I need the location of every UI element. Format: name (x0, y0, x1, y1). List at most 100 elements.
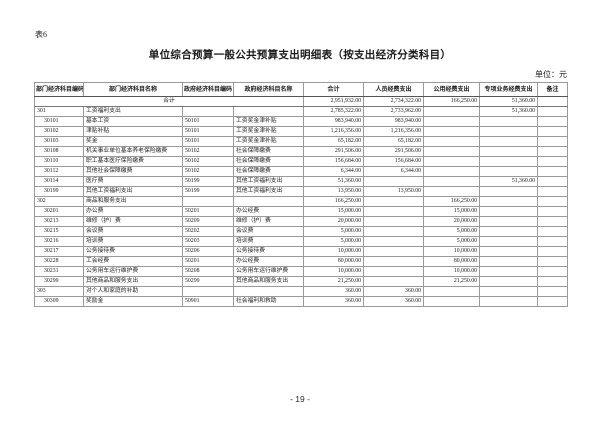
cell-public (423, 186, 480, 197)
cell-dept-name: 职工基本医疗保险缴费 (83, 156, 183, 167)
cell-special (479, 116, 538, 127)
cell-personnel (363, 226, 424, 237)
cell-dept-code: 30299 (34, 276, 84, 287)
cell-public: 21,250.00 (423, 276, 480, 287)
cell-public: 5,000.00 (423, 226, 480, 237)
cell-personnel (363, 256, 424, 267)
cell-gov-code: 50201 (182, 256, 234, 267)
cell-special (479, 286, 538, 297)
cell-gov-name (233, 106, 304, 117)
cell-total: 2,785,322.00 (303, 106, 364, 117)
cell-gov-code: 50206 (182, 246, 234, 257)
cell-dept-name: 商品和服务支出 (83, 196, 183, 207)
cell-personnel (363, 176, 424, 187)
cell-personnel: 2,734,322.00 (363, 96, 424, 107)
table-header: 部门经济科目编码 部门经济科目名称 政府经济科目编码 政府经济科目名称 合计 人员经费支出… (34, 82, 568, 97)
cell-personnel (363, 246, 424, 257)
cell-total: 360.00 (303, 286, 364, 297)
cell-dept-name: 工会经费 (83, 256, 183, 267)
cell-note (537, 116, 568, 127)
cell-total: 5,000.00 (303, 226, 364, 237)
column-header: 部门经济科目名称 (83, 82, 183, 97)
cell-gov-name (233, 196, 304, 207)
cell-gov-code: 50208 (182, 266, 234, 277)
table-row: 30299 其他商品和服务支出 50299 其他商品和服务支出 21,250.00 21,… (34, 276, 568, 287)
cell-dept-code: 30228 (34, 256, 84, 267)
cell-note (537, 196, 568, 207)
cell-note (537, 256, 568, 267)
unit-label: 单位：元 (535, 70, 567, 79)
page-number: - 19 - (290, 394, 310, 404)
cell-note (537, 216, 568, 227)
cell-total: 156,684.00 (303, 156, 364, 167)
cell-total-label: 合计 (34, 96, 304, 107)
cell-dept-code: 30110 (34, 156, 84, 167)
cell-gov-name: 社会福利和救助 (233, 296, 304, 307)
cell-special (479, 236, 538, 247)
table-row: 302 商品和服务支出 166,250.00 166,250.00 (34, 196, 568, 207)
cell-public (423, 146, 480, 157)
cell-public: 5,000.00 (423, 236, 480, 247)
cell-total: 21,250.00 (303, 276, 364, 287)
cell-dept-code: 30114 (34, 176, 84, 187)
cell-special (479, 226, 538, 237)
cell-public: 10,000.00 (423, 246, 480, 257)
cell-total: 20,000.00 (303, 216, 364, 227)
page-title: 单位综合预算一般公共预算支出明细表（按支出经济分类科目） (148, 50, 452, 61)
cell-gov-name: 社会保障缴费 (233, 156, 304, 167)
cell-dept-name: 其他商品和服务支出 (83, 276, 183, 287)
cell-gov-name: 其他工资福利支出 (233, 186, 304, 197)
cell-note (537, 126, 568, 137)
cell-personnel: 360.00 (363, 286, 424, 297)
cell-special (479, 166, 538, 177)
cell-note (537, 176, 568, 187)
table-row: 30101 基本工资 50101 工资奖金津补贴 983,940.00 983,940.0… (34, 116, 568, 127)
cell-note (537, 296, 568, 307)
cell-gov-name: 社会保障缴费 (233, 166, 304, 177)
table-row: 30110 职工基本医疗保险缴费 50102 社会保障缴费 156,684.00 156,… (34, 156, 568, 167)
cell-total: 10,000.00 (303, 266, 364, 277)
cell-dept-name: 维修（护）费 (83, 216, 183, 227)
table-row-total: 合计 2,951,932.00 2,734,322.00 166,250.00 51,3… (34, 96, 568, 107)
cell-dept-code: 30103 (34, 136, 84, 147)
cell-total: 166,250.00 (303, 196, 364, 207)
cell-gov-name: 公务接待费 (233, 246, 304, 257)
cell-note (537, 246, 568, 257)
cell-gov-code: 50199 (182, 186, 234, 197)
cell-total: 5,000.00 (303, 236, 364, 247)
cell-dept-name: 机关事业单位基本养老保险缴费 (83, 146, 183, 157)
cell-gov-code: 50202 (182, 226, 234, 237)
cell-special (479, 276, 538, 287)
cell-gov-code: 50101 (182, 126, 234, 137)
table-row: 30213 维修（护）费 50209 维修（护）费 20,000.00 20,000.00 (34, 216, 568, 227)
cell-dept-name: 培训费 (83, 236, 183, 247)
cell-gov-name: 其他商品和服务支出 (233, 276, 304, 287)
cell-dept-name: 会议费 (83, 226, 183, 237)
cell-special (479, 216, 538, 227)
cell-public: 80,000.00 (423, 256, 480, 267)
table-row: 30114 医疗费 50199 其他工资福利支出 51,360.00 51,360.00 (34, 176, 568, 187)
table-row: 303 对个人和家庭的补助 360.00 360.00 (34, 286, 568, 297)
cell-dept-code: 30309 (34, 296, 84, 307)
cell-special (479, 126, 538, 137)
column-header: 人员经费支出 (363, 82, 424, 97)
cell-gov-code: 50101 (182, 136, 234, 147)
cell-note (537, 166, 568, 177)
cell-dept-name: 其他工资福利支出 (83, 186, 183, 197)
cell-gov-code: 50199 (182, 176, 234, 187)
column-header: 部门经济科目编码 (34, 82, 84, 97)
cell-total: 291,506.00 (303, 146, 364, 157)
cell-gov-name: 办公经费 (233, 256, 304, 267)
cell-personnel: 2,733,962.00 (363, 106, 424, 117)
cell-note (537, 226, 568, 237)
cell-gov-code (182, 196, 234, 207)
cell-special (479, 136, 538, 147)
budget-table: 部门经济科目编码 部门经济科目名称 政府经济科目编码 政府经济科目名称 合计 人员经费支出… (34, 82, 568, 307)
table-row: 30201 办公费 50201 办公经费 15,000.00 15,000.00 (34, 206, 568, 217)
cell-gov-name: 其他工资福利支出 (233, 176, 304, 187)
column-header: 公用经费支出 (423, 82, 480, 97)
cell-dept-code: 302 (34, 196, 84, 207)
cell-gov-code (182, 106, 234, 117)
cell-gov-name: 工资奖金津补贴 (233, 116, 304, 127)
cell-dept-name: 工资福利支出 (83, 106, 183, 117)
